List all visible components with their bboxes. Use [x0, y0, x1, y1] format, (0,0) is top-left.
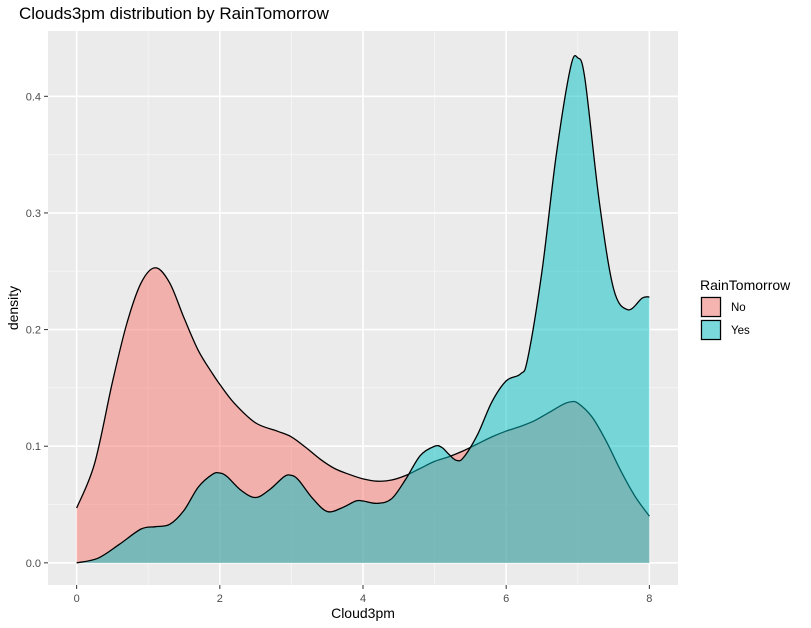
legend-label-no: No [731, 302, 746, 314]
y-tick-label: 0.0 [26, 558, 41, 570]
legend-title: RainTomorrow [700, 277, 791, 293]
y-tick-label: 0.1 [26, 441, 41, 453]
y-tick-label: 0.2 [26, 325, 41, 337]
density-areas [76, 55, 650, 564]
x-tick-label: 0 [74, 593, 80, 605]
x-tick-label: 2 [217, 593, 223, 605]
density-line-yes [76, 55, 650, 564]
x-tick-label: 6 [503, 593, 509, 605]
y-axis-title: density [5, 286, 21, 330]
chart-title: Clouds3pm distribution by RainTomorrow [19, 4, 330, 23]
x-tick-label: 8 [646, 593, 652, 605]
legend-key-no [700, 296, 722, 318]
density-area-yes [76, 55, 650, 563]
x-axis-title: Cloud3pm [331, 605, 395, 621]
legend: RainTomorrow No Yes [700, 277, 791, 341]
y-tick-label: 0.3 [26, 208, 41, 220]
legend-label-yes: Yes [731, 325, 750, 337]
legend-key-yes [700, 319, 722, 341]
y-axis-ticks: 0.0 0.1 0.2 0.3 0.4 [26, 91, 48, 570]
x-tick-label: 4 [360, 593, 366, 605]
y-tick-label: 0.4 [26, 91, 41, 103]
x-axis-ticks: 0 2 4 6 8 [74, 585, 652, 605]
